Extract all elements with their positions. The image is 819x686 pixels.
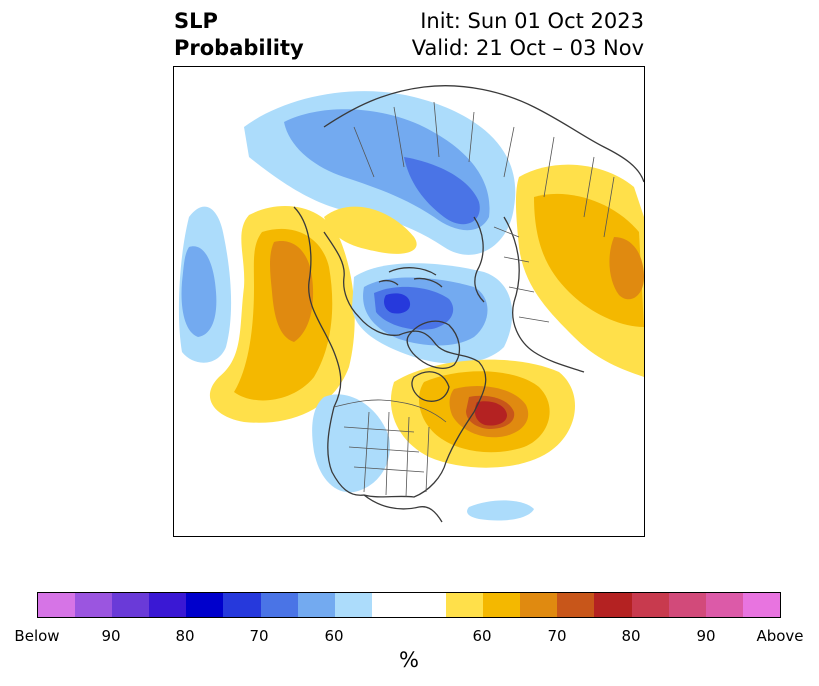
bering-above-region	[324, 206, 417, 254]
colorbar-swatch-above-4	[594, 593, 632, 617]
colorbar-swatch-above-6	[668, 593, 706, 617]
arctic-below-peak	[384, 293, 411, 314]
us-state-borders	[343, 411, 430, 498]
colorbar-tick-label: 60	[324, 627, 344, 645]
colorbar-swatch-below-5	[223, 593, 261, 617]
hudson-bay	[411, 371, 450, 402]
colorbar-swatch-above-5	[631, 593, 669, 617]
colorbar-swatch-below-6	[260, 593, 298, 617]
chart-title: SLP Probability	[174, 8, 304, 62]
colorbar-tick-label: 80	[175, 627, 195, 645]
country-borders	[333, 101, 615, 498]
coastlines	[293, 85, 644, 523]
western-us-below-region	[312, 394, 390, 493]
greenland-coastline	[406, 320, 461, 369]
siberia-above-peak	[609, 237, 644, 300]
us-canada-border	[333, 399, 447, 423]
probability-map	[173, 66, 645, 537]
colorbar-swatch-above-7	[705, 593, 743, 617]
gulf-of-alaska-above-peak	[270, 241, 314, 342]
init-date-label: Init: Sun 01 Oct 2023	[420, 9, 644, 33]
colorbar-swatch-below-7	[297, 593, 335, 617]
colorbar-swatch-above-1	[483, 593, 521, 617]
colorbar-swatch-below-2	[112, 593, 150, 617]
colorbar-swatch-below-4	[186, 593, 224, 617]
scandinavia-coastline	[473, 216, 485, 303]
central-pacific-below-core	[181, 246, 217, 337]
eurasia-coastline	[323, 85, 644, 183]
caribbean-below-region	[467, 500, 534, 521]
colorbar-swatch-neutral	[371, 593, 447, 617]
colorbar-tick-label: 60	[472, 627, 492, 645]
colorbar-swatch-below-1	[75, 593, 113, 617]
colorbar-tick-label: 70	[249, 627, 269, 645]
colorbar-swatch-above-2	[520, 593, 558, 617]
colorbar-unit-label: %	[399, 648, 419, 672]
map-svg	[178, 85, 644, 523]
europe-coastline	[503, 216, 585, 373]
colorbar-swatch-below-0	[38, 593, 76, 617]
colorbar-tick-label: Above	[756, 627, 804, 645]
colorbar-tick-label: 90	[696, 627, 716, 645]
colorbar	[37, 592, 781, 618]
title-line-2: Probability	[174, 36, 304, 60]
colorbar-swatch-above-8	[742, 593, 780, 617]
colorbar-tick-label: 90	[101, 627, 121, 645]
colorbar-tick-label: Below	[14, 627, 60, 645]
colorbar-swatch-above-3	[557, 593, 595, 617]
siberia-above-core	[534, 193, 644, 327]
probability-shading	[178, 91, 644, 521]
colorbar-tick-label: 80	[621, 627, 641, 645]
arctic-islands	[378, 267, 443, 288]
colorbar-swatch-above-0	[446, 593, 484, 617]
eurasia-borders	[353, 101, 615, 238]
valid-period-label: Valid: 21 Oct – 03 Nov	[411, 36, 644, 60]
title-line-1: SLP	[174, 9, 218, 33]
colorbar-tick-label: 70	[547, 627, 567, 645]
scandinavia-below-inner	[404, 157, 480, 225]
atlantic-above-peak	[474, 401, 507, 426]
europe-borders	[493, 226, 550, 323]
colorbar-swatch-below-3	[149, 593, 187, 617]
gulf-coast	[363, 494, 443, 523]
north-america-coastline	[293, 206, 487, 498]
colorbar-swatch-below-8	[334, 593, 372, 617]
date-info: Init: Sun 01 Oct 2023 Valid: 21 Oct – 03…	[412, 8, 644, 62]
